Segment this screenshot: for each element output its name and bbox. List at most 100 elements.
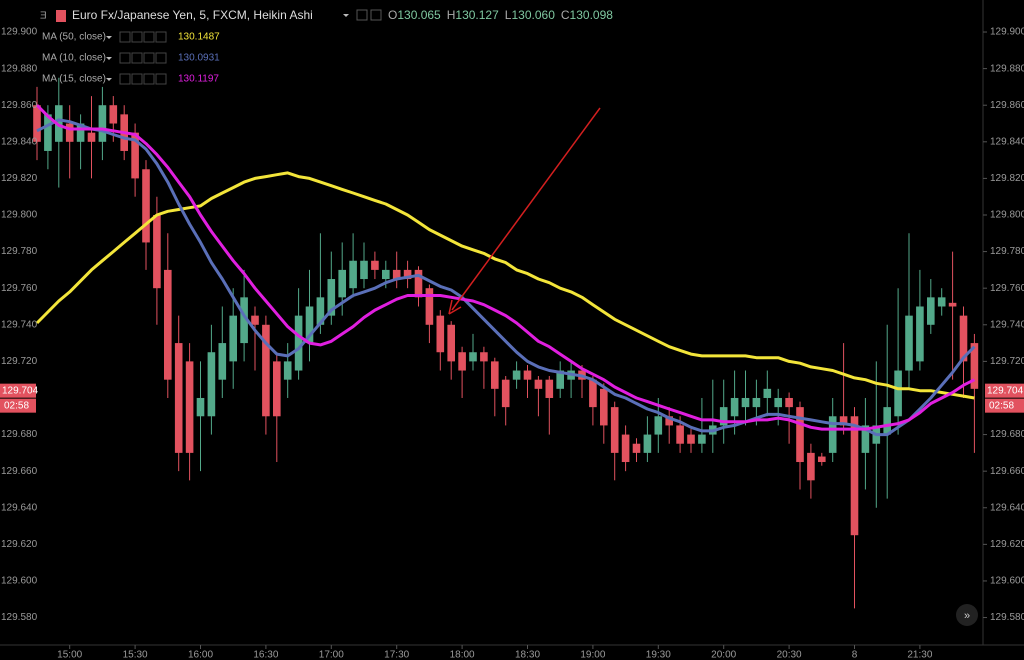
candle-body [501, 379, 510, 408]
legend-icon[interactable] [155, 73, 167, 85]
y-tick-label: 129.600 [1, 576, 38, 587]
candle-body [665, 416, 673, 426]
y-tick-label: 129.800 [1, 210, 38, 221]
candle-body [512, 370, 521, 380]
candle-body [469, 352, 477, 362]
ma-line [35, 104, 976, 431]
legend-dropdown[interactable] [106, 36, 112, 39]
icon-box[interactable] [356, 9, 368, 21]
candle-body [818, 456, 826, 463]
countdown-tag [985, 398, 1024, 413]
header: Ǝ Euro Fx/Japanese Yen, 5, FXCM, Heikin … [40, 8, 613, 84]
y-tick-label: 129.860 [990, 100, 1024, 111]
y-tick-label: 129.860 [1, 100, 38, 111]
y-tick-label: 129.820 [990, 173, 1024, 184]
candle-body [196, 397, 205, 417]
candle-body [970, 343, 979, 389]
candle-body [916, 306, 924, 362]
candle-body [741, 397, 750, 408]
candle-body [98, 105, 107, 142]
symbol-title: Euro Fx/Japanese Yen, 5, FXCM, Heikin As… [72, 8, 313, 22]
candle-body [959, 315, 968, 362]
candle-body [523, 370, 532, 380]
x-tick-label: 16:00 [188, 650, 213, 660]
candle-body [774, 397, 782, 408]
legend-value: 130.1487 [178, 32, 220, 43]
legend-icon[interactable] [131, 73, 143, 85]
candle-body [730, 397, 739, 417]
candle-body [828, 416, 837, 453]
candle-body [65, 123, 74, 142]
candle-body [643, 434, 652, 453]
ohlc-key: L [505, 8, 512, 22]
ma-line [36, 118, 976, 437]
candle-body [360, 260, 368, 280]
legend-icon[interactable] [155, 52, 167, 64]
legend-icon[interactable] [131, 52, 143, 64]
ma-legend: MA (50, close) 130.1487 MA (10, close) 130.… [42, 31, 220, 85]
candle-body [621, 434, 630, 463]
candle-body [251, 315, 259, 325]
candle-body [839, 416, 848, 426]
candle-body [556, 370, 564, 389]
legend-icon[interactable] [155, 31, 167, 43]
candle-body [534, 379, 543, 389]
scroll-icon[interactable]: » [964, 610, 970, 622]
legend-value: 130.0931 [178, 53, 220, 64]
candle-body [600, 388, 608, 426]
icon-box[interactable] [370, 9, 382, 21]
candle-body [861, 425, 870, 453]
candle-body [240, 297, 248, 344]
candle-body [807, 452, 815, 481]
candle-body [610, 407, 619, 453]
legend-icon[interactable] [143, 31, 155, 43]
legend-name: MA (50, close) [42, 32, 106, 43]
legend-dropdown[interactable] [106, 78, 112, 81]
ohlc-value: 130.098 [570, 8, 614, 22]
x-tick-label: 17:00 [319, 650, 344, 660]
y-tick-label: 129.880 [1, 63, 38, 74]
candle-body [480, 352, 488, 362]
dropdown[interactable] [343, 14, 349, 17]
legend-value: 130.1197 [178, 74, 219, 85]
candle-body [218, 343, 227, 380]
ohlc-value: 130.065 [397, 8, 441, 22]
y-tick-label: 129.900 [1, 27, 38, 38]
y-tick-label: 129.580 [1, 612, 38, 623]
y-tick-label: 129.820 [1, 173, 38, 184]
legend-icon[interactable] [119, 52, 131, 64]
y-tick-label: 129.720 [1, 356, 38, 367]
candle-body [937, 297, 946, 307]
scroll-button[interactable] [956, 604, 978, 626]
candle-body [316, 297, 325, 325]
x-tick-label: 19:00 [580, 650, 605, 660]
price-tag [985, 383, 1024, 398]
candle-body [403, 269, 412, 280]
candle-body [458, 352, 466, 371]
y-tick-label: 129.840 [1, 136, 38, 147]
y-tick-label: 129.760 [1, 283, 38, 294]
arrow-head [448, 299, 462, 315]
legend-icon[interactable] [131, 31, 143, 43]
legend-icon[interactable] [119, 31, 131, 43]
candle-body [273, 361, 281, 417]
legend-icon[interactable] [143, 73, 155, 85]
legend-icon[interactable] [119, 73, 131, 85]
candle-body [33, 105, 41, 142]
annotation-arrow [448, 107, 601, 315]
x-tick-label: 15:00 [57, 650, 82, 660]
y-tick-label: 129.580 [990, 612, 1024, 623]
x-tick-label: 17:30 [384, 650, 409, 660]
legend-dropdown[interactable] [106, 57, 112, 60]
legend-icon[interactable] [143, 52, 155, 64]
candle-body [850, 416, 859, 536]
symbol-flag [56, 10, 66, 22]
y-tick-label: 129.660 [1, 466, 38, 477]
candle-body [185, 361, 194, 453]
candle-body [948, 302, 957, 307]
ma-line [35, 171, 975, 400]
ohlc-value: 130.060 [511, 8, 555, 22]
menu-icon: Ǝ [40, 11, 47, 22]
